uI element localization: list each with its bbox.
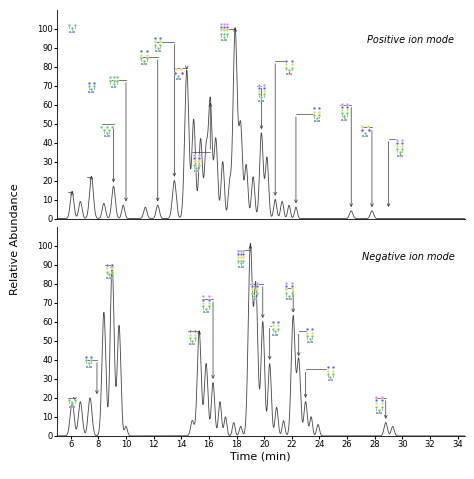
Text: Negative ion mode: Negative ion mode: [362, 252, 454, 262]
Text: Relative Abundance: Relative Abundance: [10, 183, 20, 296]
Text: Positive ion mode: Positive ion mode: [367, 34, 454, 45]
X-axis label: Time (min): Time (min): [230, 452, 291, 462]
